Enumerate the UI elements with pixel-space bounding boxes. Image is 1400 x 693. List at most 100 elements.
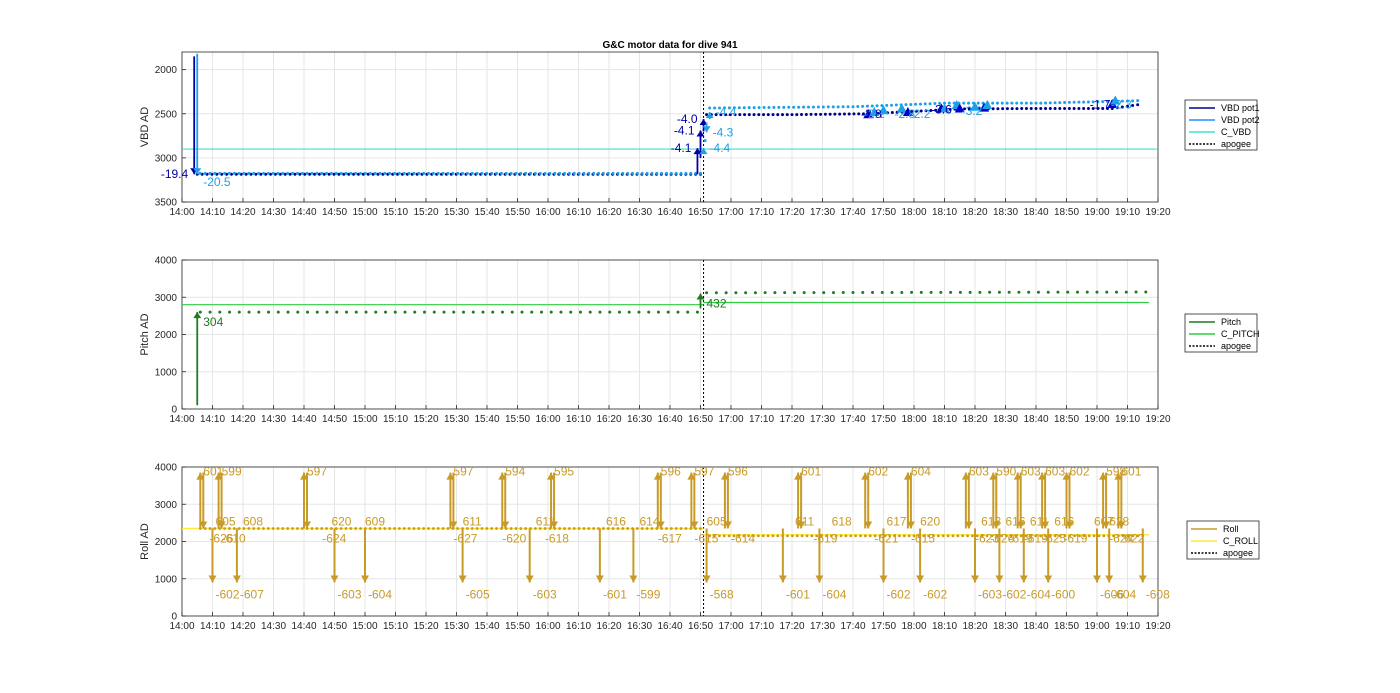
data-point [776,113,780,117]
data-point [1068,534,1072,538]
pump-label: -4.1 [671,141,692,155]
data-point [490,171,494,175]
data-point [914,102,918,106]
data-point [907,534,911,538]
data-point [1115,290,1119,294]
data-point [1082,106,1086,110]
data-point [1048,106,1052,110]
data-point [558,171,562,175]
data-point [996,107,1000,111]
data-point [724,113,728,117]
data-point [967,107,971,111]
data-point [475,171,479,175]
data-point [785,113,789,117]
data-point [436,171,440,175]
data-point [227,171,231,175]
x-tick-label: 18:10 [932,207,957,218]
data-point [398,527,401,530]
data-point [722,106,726,110]
roll-label: -603 [533,587,557,601]
data-point [1102,534,1106,538]
roll-arrow [458,575,467,583]
data-point [315,310,319,314]
data-point [797,105,801,109]
data-point [388,527,392,530]
pump-label: -4.0 [677,112,698,126]
data-point [611,527,615,530]
data-point [300,527,304,530]
x-tick-label: 15:30 [444,207,469,218]
x-tick-label: 19:20 [1145,414,1170,425]
data-point [330,527,333,530]
x-tick-label: 18:10 [932,621,957,632]
data-point [705,113,709,117]
pump-label: -4.1 [674,124,695,138]
data-point [1015,107,1019,111]
data-point [647,310,651,314]
x-tick-label: 17:50 [871,621,896,632]
data-point [1024,101,1028,105]
data-point [947,101,951,105]
roll-label: 597 [307,465,327,479]
roll-label: 599 [222,465,242,479]
data-point [567,171,571,175]
roll-label: -600 [1051,587,1075,601]
data-point [640,527,644,530]
data-point [242,171,246,175]
data-point [465,527,469,530]
data-point [315,527,319,530]
data-point [549,310,553,314]
roll-arrow [702,575,711,583]
data-point [949,290,953,294]
roll-label: 608 [243,514,263,528]
data-point [278,172,282,176]
data-point [1134,290,1138,294]
data-point [766,534,770,538]
x-tick-label: 17:40 [840,414,865,425]
roll-label: -624 [322,531,346,545]
data-point [849,534,853,538]
data-point [431,171,435,175]
data-point [587,171,591,175]
data-point [432,310,436,314]
roll-label: -601 [603,587,627,601]
x-tick-label: 15:20 [413,621,438,632]
data-point [388,171,392,175]
data-point [1010,107,1014,111]
x-tick-label: 14:30 [261,621,286,632]
data-point [934,108,938,112]
data-point [252,527,256,530]
data-point [833,112,837,116]
data-point [635,171,639,175]
x-tick-label: 15:40 [474,207,499,218]
roll-label: 616 [1006,514,1026,528]
pump-label: -4.4 [716,105,737,119]
data-point [890,290,894,294]
data-point [1097,534,1101,538]
data-point [1036,290,1040,294]
data-point [276,310,280,314]
data-point [423,310,427,314]
x-tick-label: 15:00 [352,414,377,425]
data-point [842,112,846,116]
data-point [203,171,207,175]
data-point [470,171,474,175]
data-point [305,171,309,175]
data-point [941,534,945,538]
data-point [861,104,865,108]
x-tick-label: 14:00 [169,414,194,425]
data-point [878,534,882,538]
data-point [635,527,639,530]
data-point [861,291,865,295]
data-point [958,290,962,294]
data-point [637,310,641,314]
data-point [912,534,916,538]
data-point [703,139,707,143]
roll-arrow [797,521,806,529]
data-point [684,171,688,175]
x-tick-label: 16:00 [535,207,560,218]
data-point [757,106,761,110]
data-point [689,171,693,175]
data-point [1112,534,1115,538]
